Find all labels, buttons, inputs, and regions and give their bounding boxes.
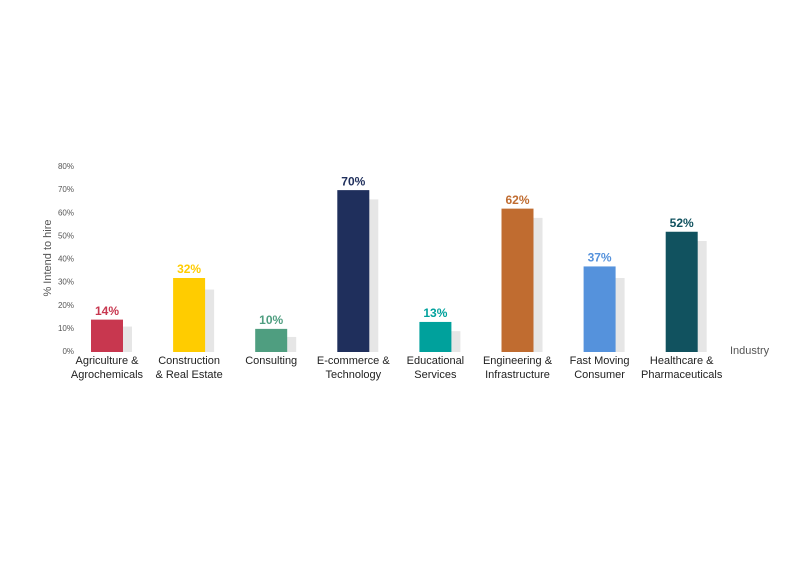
x-tick-label-line: Consumer xyxy=(574,369,625,381)
y-axis-label: % Intend to hire xyxy=(42,219,54,296)
bar xyxy=(501,208,534,352)
y-tick-label: 10% xyxy=(58,324,74,333)
x-tick-label-line: Agriculture & xyxy=(76,355,140,367)
x-tick-label-line: Technology xyxy=(325,369,381,381)
x-axis-label: Industry xyxy=(730,345,770,357)
x-tick-label: Healthcare & Pharmaceuticals xyxy=(641,355,723,381)
bar xyxy=(91,319,123,352)
value-label: 52% xyxy=(670,216,694,230)
x-tick-label: Engineering & Infrastructure xyxy=(483,355,553,381)
x-tick-label-line: Educational xyxy=(407,355,465,367)
x-tick-label: E-commerce & Technology xyxy=(317,355,390,381)
x-tick-label-line: Healthcare & xyxy=(650,355,714,367)
x-tick-label-line: Infrastructure xyxy=(485,369,550,381)
x-tick-label-line: & Real Estate xyxy=(155,369,222,381)
value-label: 14% xyxy=(95,304,119,318)
x-tick-label: Educational Services xyxy=(407,355,465,381)
x-tick-label-line: Pharmaceuticals xyxy=(641,369,723,381)
bar xyxy=(255,328,288,352)
x-tick-label: Agriculture & Agrochemicals xyxy=(71,355,144,381)
value-label: 62% xyxy=(505,193,529,207)
bar xyxy=(419,321,452,352)
y-tick-label: 80% xyxy=(58,162,74,171)
x-tick-label: Fast Moving Consumer xyxy=(570,355,630,381)
x-tick-label-line: Construction xyxy=(158,355,220,367)
y-tick-label: 20% xyxy=(58,301,74,310)
x-tick-label-line: Agrochemicals xyxy=(71,369,144,381)
value-label: 32% xyxy=(177,262,201,276)
y-tick-label: 40% xyxy=(58,255,74,264)
bar xyxy=(173,278,206,352)
value-label: 70% xyxy=(341,174,365,188)
value-label: 13% xyxy=(423,306,447,320)
x-tick-label-line: Services xyxy=(414,369,457,381)
x-tick-label-line: Engineering & xyxy=(483,355,553,367)
bar xyxy=(583,266,616,352)
bar xyxy=(337,190,370,352)
y-tick-label: 60% xyxy=(58,208,74,217)
x-tick-label: Construction & Real Estate xyxy=(155,355,222,381)
x-tick-label-line: Fast Moving xyxy=(570,355,630,367)
y-tick-label: 30% xyxy=(58,278,74,287)
x-tick-label: Consulting xyxy=(245,355,297,367)
y-tick-label: 50% xyxy=(58,231,74,240)
x-tick-label-line: Consulting xyxy=(245,355,297,367)
y-tick-label: 70% xyxy=(58,185,74,194)
bar xyxy=(665,231,698,352)
value-label: 10% xyxy=(259,313,283,327)
y-tick-label: 0% xyxy=(62,347,74,356)
x-tick-label-line: E-commerce & xyxy=(317,355,390,367)
value-label: 37% xyxy=(588,251,612,265)
